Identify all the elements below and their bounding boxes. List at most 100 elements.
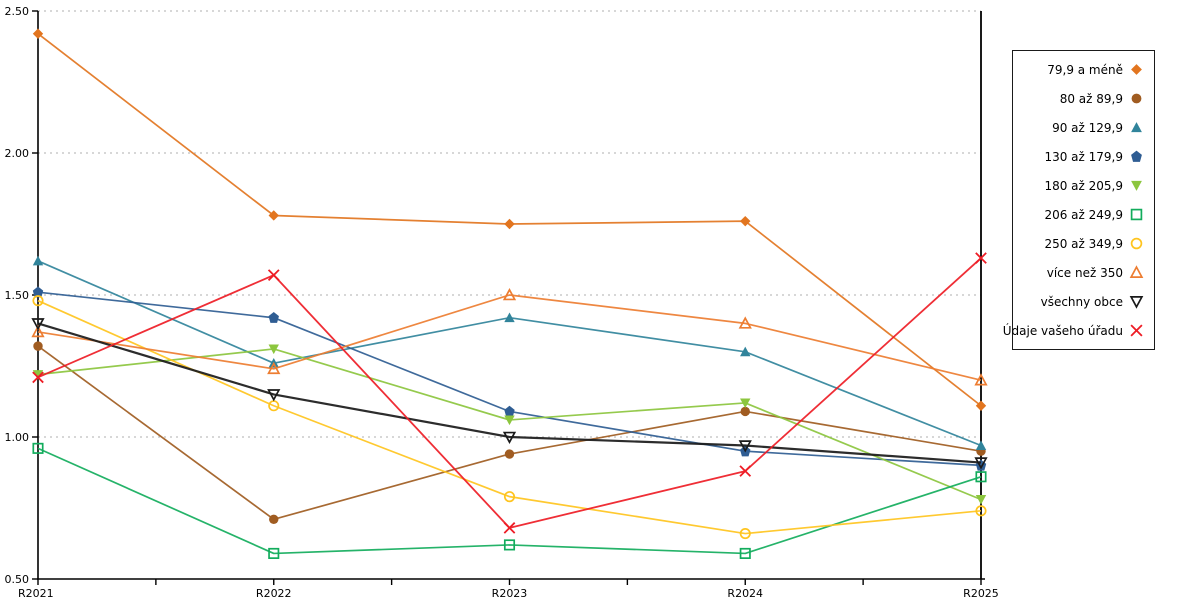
x-tick-label: R2024 <box>727 587 763 600</box>
legend-item: více než 350 <box>1019 264 1145 281</box>
series-marker <box>738 440 752 453</box>
series-marker <box>1131 64 1142 75</box>
series-marker <box>1129 265 1144 278</box>
series-line <box>37 257 982 529</box>
legend-item: 180 až 205,9 <box>1019 177 1145 194</box>
y-tick-label: 2.50 <box>5 5 30 18</box>
legend-label: 79,9 a méně <box>1047 62 1123 77</box>
series-marker <box>504 405 515 417</box>
series-marker <box>975 252 987 264</box>
series-marker <box>268 312 279 323</box>
x-tick-label: R2025 <box>963 587 999 600</box>
legend-item: 90 až 129,9 <box>1019 119 1145 136</box>
legend-label: všechny obce <box>1040 294 1123 309</box>
series-marker <box>268 344 279 355</box>
series-marker <box>32 442 44 454</box>
legend-label: 180 až 205,9 <box>1044 178 1123 193</box>
series-marker <box>1131 93 1142 104</box>
triangle-down-marker-icon <box>1131 180 1142 191</box>
legend-label: Údaje vašeho úřadu <box>1002 323 1123 338</box>
series-marker <box>1130 208 1143 221</box>
pentagon-marker-icon <box>1131 150 1142 162</box>
series-marker <box>738 316 752 329</box>
series-marker <box>503 539 516 551</box>
legend-item: Údaje vašeho úřadu <box>1003 322 1145 339</box>
series-triangle-up <box>31 288 988 386</box>
legend-item: 250 až 349,9 <box>1019 235 1145 252</box>
series-line <box>37 322 982 464</box>
series-marker <box>268 547 280 559</box>
series-marker <box>974 457 988 470</box>
series-marker <box>740 398 751 409</box>
series-marker <box>267 361 281 375</box>
diamond-marker-icon <box>1131 64 1142 75</box>
series-line <box>37 447 982 555</box>
legend-label: 80 až 89,9 <box>1059 91 1123 106</box>
series-marker <box>503 491 516 503</box>
series-marker <box>739 547 751 559</box>
y-tick-label: 0.50 <box>5 573 30 586</box>
series-marker <box>739 465 752 477</box>
legend-label: 90 až 129,9 <box>1052 120 1123 135</box>
series-marker <box>1130 237 1143 250</box>
legend-label: 206 až 249,9 <box>1044 207 1123 222</box>
series-marker <box>975 505 987 517</box>
series-marker <box>504 415 515 426</box>
series-marker <box>739 528 751 540</box>
series-marker <box>268 210 279 221</box>
x-tick-label: R2023 <box>492 587 528 600</box>
triangle-up-marker-icon <box>1129 265 1144 278</box>
series-circle <box>33 341 986 525</box>
series-marker <box>975 471 987 483</box>
x-marker-icon <box>1130 324 1143 337</box>
series-marker <box>31 318 45 331</box>
series-marker <box>1130 324 1143 337</box>
series-marker <box>1129 296 1144 309</box>
y-tick-label: 1.00 <box>5 431 30 444</box>
x-tick-label: R2021 <box>18 587 54 600</box>
series-line <box>37 294 982 382</box>
series-marker <box>32 371 44 384</box>
series-triangle-down <box>32 344 987 505</box>
series-marker <box>32 286 44 298</box>
x-tick-label: R2022 <box>256 587 292 600</box>
series-marker <box>32 255 44 266</box>
triangle-down-marker-icon <box>1129 296 1144 309</box>
series-marker <box>974 373 988 386</box>
series-triangle-down <box>31 318 988 470</box>
series-marker <box>33 341 43 351</box>
legend-item: 130 až 179,9 <box>1019 148 1145 165</box>
circle-marker-icon <box>1131 93 1142 104</box>
series-marker <box>267 389 281 402</box>
series-marker <box>32 370 44 380</box>
series-marker <box>1131 180 1142 191</box>
series-marker <box>740 215 751 227</box>
series-marker <box>503 522 516 534</box>
series-marker <box>32 295 44 307</box>
legend: 79,9 a méně 80 až 89,9 90 až 129,9 130 až 1… <box>1003 50 1155 350</box>
legend-label: 250 až 349,9 <box>1044 236 1123 251</box>
y-tick-label: 2.00 <box>5 147 30 160</box>
series-x <box>32 252 987 534</box>
legend-item: všechny obce <box>1019 293 1145 310</box>
legend-label: 130 až 179,9 <box>1044 149 1123 164</box>
series-marker <box>504 312 515 323</box>
series-marker <box>975 440 987 450</box>
legend-item: 206 až 249,9 <box>1019 206 1145 223</box>
series-marker <box>1131 150 1142 162</box>
series-marker <box>504 449 515 459</box>
series-marker <box>1131 122 1142 133</box>
series-marker <box>740 406 750 417</box>
series-square <box>32 442 987 559</box>
series-marker <box>31 324 45 338</box>
series-marker <box>502 431 517 444</box>
legend-item: 79,9 a méně <box>1019 61 1145 78</box>
y-tick-label: 1.50 <box>5 289 30 302</box>
series-marker <box>504 218 515 230</box>
series-marker <box>267 269 280 281</box>
square-marker-icon <box>1130 208 1143 221</box>
series-marker <box>32 28 44 39</box>
series-marker <box>269 514 279 525</box>
